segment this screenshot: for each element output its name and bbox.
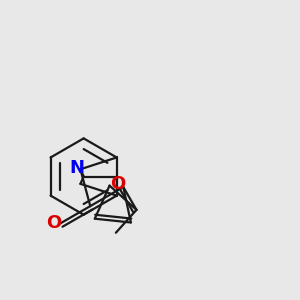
Text: N: N xyxy=(70,159,85,177)
Text: O: O xyxy=(110,175,125,193)
Text: O: O xyxy=(46,214,62,232)
